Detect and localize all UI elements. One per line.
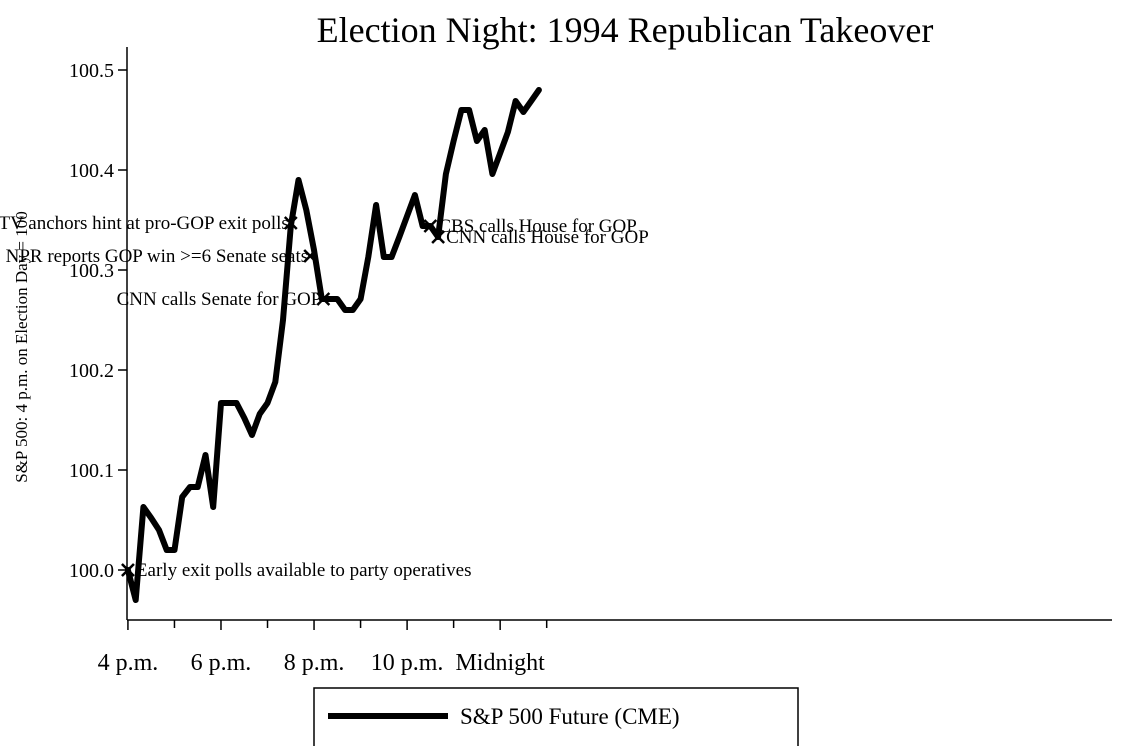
legend: S&P 500 Future (CME) [313, 687, 799, 746]
x-tick-label: 10 p.m. [371, 650, 444, 676]
y-tick-label: 100.0 [69, 560, 114, 582]
axes: 100.0 100.1 100.2 100.3 100.4 100.5 4 p.m. 6 p.… [69, 47, 1112, 676]
annotation-marker [121, 563, 135, 577]
annotation-label: NPR reports GOP win >=6 Senate seats [6, 246, 309, 267]
x-tick-label: 8 p.m. [284, 650, 345, 676]
x-tick-label: 4 p.m. [98, 650, 159, 676]
y-tick-label: 100.5 [69, 60, 114, 82]
y-tick-label: 100.1 [69, 460, 114, 482]
marker-stroke [431, 230, 446, 244]
annotation-label: Early exit polls available to party oper… [136, 560, 472, 581]
marker-stroke [303, 249, 318, 263]
annotation-marker [423, 219, 438, 233]
marker-stroke [121, 563, 135, 577]
series-line [124, 87, 542, 603]
annotation-layer: Early exit polls available to party oper… [0, 213, 649, 581]
y-tick-label: 100.4 [69, 160, 114, 182]
legend-label: S&P 500 Future (CME) [460, 704, 680, 729]
annotation-label: CNN calls House for GOP [446, 227, 649, 248]
x-tick-label: Midnight [455, 650, 545, 676]
marker-stroke [283, 216, 298, 230]
x-tick-label: 6 p.m. [191, 650, 252, 676]
y-tick-label: 100.3 [69, 260, 114, 282]
annotation-marker [303, 249, 318, 263]
y-axis-label: S&P 500: 4 p.m. on Election Day = 100 [12, 211, 31, 483]
annotation-marker [283, 216, 298, 230]
marker-stroke [423, 219, 438, 233]
y-tick-label: 100.2 [69, 360, 114, 382]
annotation-label: CNN calls Senate for GOP [117, 289, 322, 310]
annotation-label: TV anchors hint at pro-GOP exit polls [0, 213, 289, 234]
annotation-marker [316, 292, 331, 306]
marker-stroke [316, 292, 331, 306]
annotation-marker [431, 230, 446, 244]
series-layer [124, 87, 542, 603]
annotation-label: CBS calls House for GOP [438, 216, 636, 237]
chart-title: Election Night: 1994 Republican Takeover [317, 10, 934, 50]
